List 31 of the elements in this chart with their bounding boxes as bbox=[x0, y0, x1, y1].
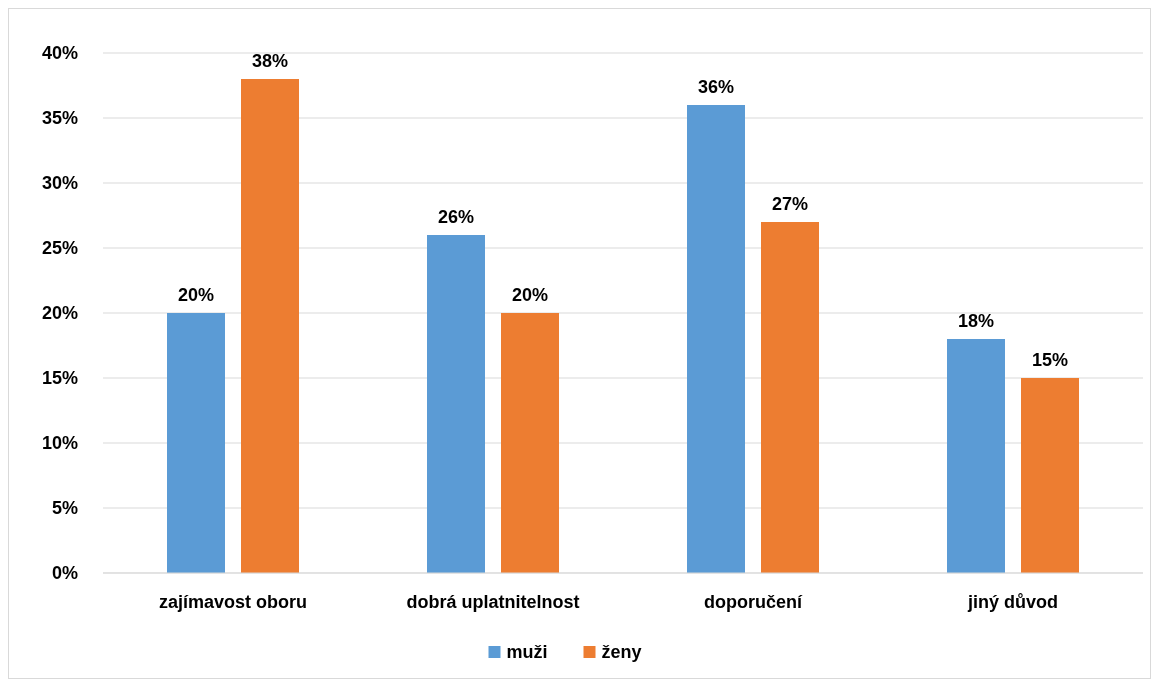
y-tick-label: 5% bbox=[51, 498, 78, 519]
y-tick-label: 30% bbox=[41, 173, 78, 194]
data-label: 18% bbox=[957, 311, 995, 331]
data-label: 20% bbox=[177, 285, 215, 305]
y-tick-label: 15% bbox=[41, 368, 78, 389]
y-tick-label: 25% bbox=[41, 238, 78, 259]
y-tick-label: 10% bbox=[41, 433, 78, 454]
y-tick-label: 0% bbox=[51, 563, 78, 584]
y-tick-label: 20% bbox=[41, 303, 78, 324]
x-tick-label: zajímavost oboru bbox=[158, 592, 308, 612]
y-tick-label: 40% bbox=[41, 43, 78, 64]
x-tick-label: jiný důvod bbox=[967, 592, 1058, 612]
data-label: 15% bbox=[1031, 350, 1069, 370]
bar bbox=[947, 339, 1005, 573]
bar bbox=[687, 105, 745, 573]
data-label: 38% bbox=[251, 51, 289, 71]
y-tick-label: 35% bbox=[41, 108, 78, 129]
bar bbox=[501, 313, 559, 573]
bar bbox=[761, 222, 819, 573]
data-label: 26% bbox=[437, 207, 475, 227]
bar bbox=[1021, 378, 1079, 573]
bar bbox=[241, 79, 299, 573]
legend-label: muži bbox=[506, 642, 548, 662]
bar bbox=[167, 313, 225, 573]
x-tick-label: dobrá uplatnitelnost bbox=[406, 592, 580, 612]
data-label: 27% bbox=[771, 194, 809, 214]
x-tick-label: doporučení bbox=[704, 592, 803, 612]
bar bbox=[427, 235, 485, 573]
data-label: 20% bbox=[511, 285, 549, 305]
legend-label: ženy bbox=[601, 642, 642, 662]
data-label: 36% bbox=[697, 77, 735, 97]
